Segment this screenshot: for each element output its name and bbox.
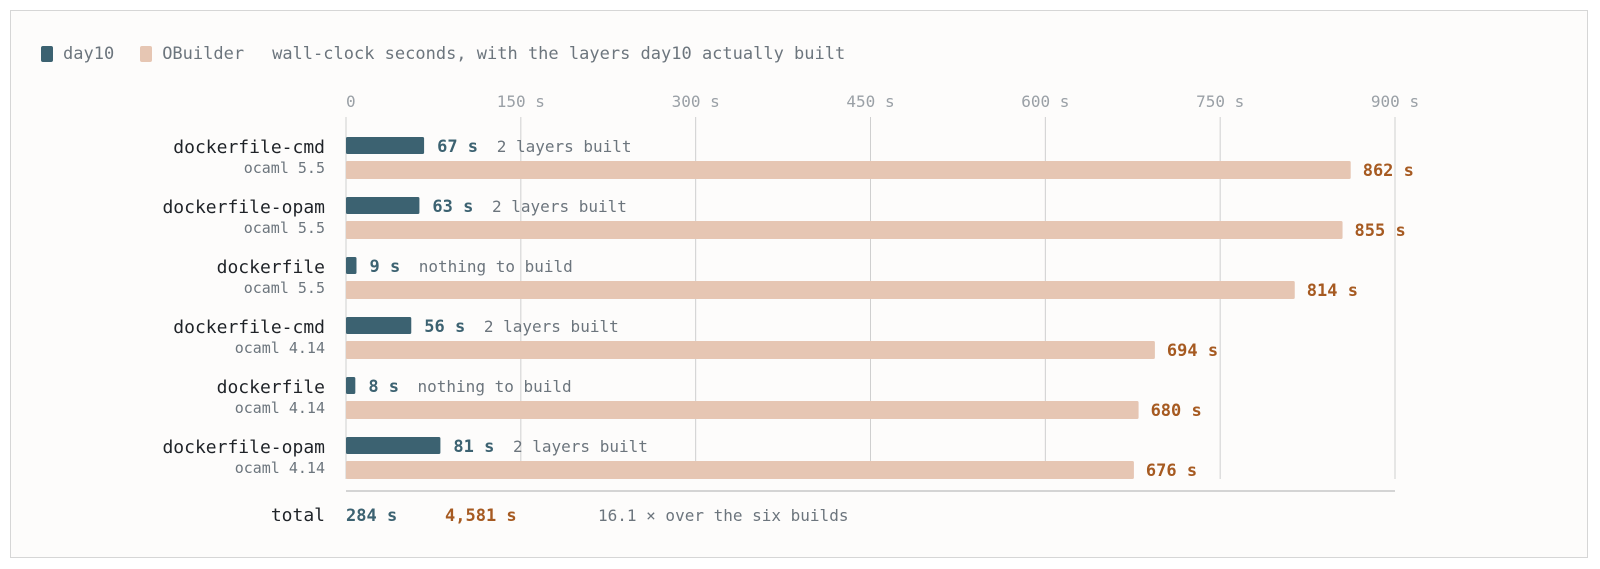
data-label-obuilder: 862 s [1363, 161, 1414, 181]
legend-label-day10: day10 [63, 44, 115, 64]
category-label: dockerfile-cmd [173, 317, 325, 338]
total-obuilder: 4,581 s [445, 506, 517, 526]
x-tick-label: 900 s [1371, 92, 1419, 111]
bar-day10 [346, 197, 420, 214]
bar-day10 [346, 257, 357, 274]
bar-obuilder [346, 401, 1139, 419]
category-label: dockerfile-opam [162, 197, 325, 218]
legend-entry-obuilder: OBuilder [140, 44, 244, 64]
bar-annotation: 2 layers built [497, 137, 632, 156]
category-sublabel: ocaml 5.5 [244, 159, 325, 177]
category-label: dockerfile-opam [162, 437, 325, 458]
total-label: total [271, 505, 325, 526]
category-sublabel: ocaml 4.14 [235, 399, 325, 417]
bar-obuilder [346, 281, 1295, 299]
total-day10: 284 s [346, 506, 397, 526]
data-label-obuilder: 694 s [1167, 341, 1218, 361]
bar-obuilder [346, 461, 1134, 479]
total-note: 16.1 × over the six builds [598, 506, 848, 525]
legend-swatch-day10 [41, 46, 53, 62]
data-label-day10: 67 s [437, 137, 478, 157]
x-tick-label: 0 [346, 92, 356, 111]
bar-day10 [346, 437, 441, 454]
category-sublabel: ocaml 4.14 [235, 459, 325, 477]
legend-label-obuilder: OBuilder [162, 44, 245, 64]
x-tick-label: 300 s [672, 92, 720, 111]
category-sublabel: ocaml 5.5 [244, 279, 325, 297]
legend-note: wall-clock seconds, with the layers day1… [272, 44, 846, 64]
legend: day10 OBuilder wall-clock seconds, with … [41, 44, 845, 64]
data-label-day10: 9 s [369, 257, 400, 277]
category-label: dockerfile-cmd [173, 137, 325, 158]
data-label-day10: 56 s [424, 317, 465, 337]
bar-obuilder [346, 161, 1351, 179]
bar-day10 [346, 377, 356, 394]
bar-annotation: 2 layers built [513, 437, 648, 456]
bar-annotation: nothing to build [418, 377, 572, 396]
x-tick-label: 600 s [1021, 92, 1069, 111]
data-label-day10: 8 s [368, 377, 399, 397]
category-label: dockerfile [217, 257, 325, 278]
x-tick-label: 750 s [1196, 92, 1244, 111]
bar-day10 [346, 137, 425, 154]
bar-obuilder [346, 341, 1155, 359]
category-sublabel: ocaml 4.14 [235, 339, 325, 357]
data-label-obuilder: 676 s [1146, 461, 1197, 481]
legend-entry-day10: day10 [41, 44, 114, 64]
data-label-day10: 81 s [453, 437, 494, 457]
bar-obuilder [346, 221, 1343, 239]
legend-swatch-obuilder [140, 46, 153, 62]
x-tick-label: 150 s [497, 92, 545, 111]
bar-day10 [346, 317, 412, 334]
data-label-obuilder: 680 s [1151, 401, 1202, 421]
bar-annotation: 2 layers built [484, 317, 619, 336]
data-label-obuilder: 855 s [1355, 221, 1406, 241]
x-tick-label: 450 s [846, 92, 894, 111]
bar-annotation: 2 layers built [492, 197, 627, 216]
data-label-day10: 63 s [432, 197, 473, 217]
bar-annotation: nothing to build [419, 257, 573, 276]
category-sublabel: ocaml 5.5 [244, 219, 325, 237]
data-label-obuilder: 814 s [1307, 281, 1358, 301]
category-label: dockerfile [217, 377, 325, 398]
